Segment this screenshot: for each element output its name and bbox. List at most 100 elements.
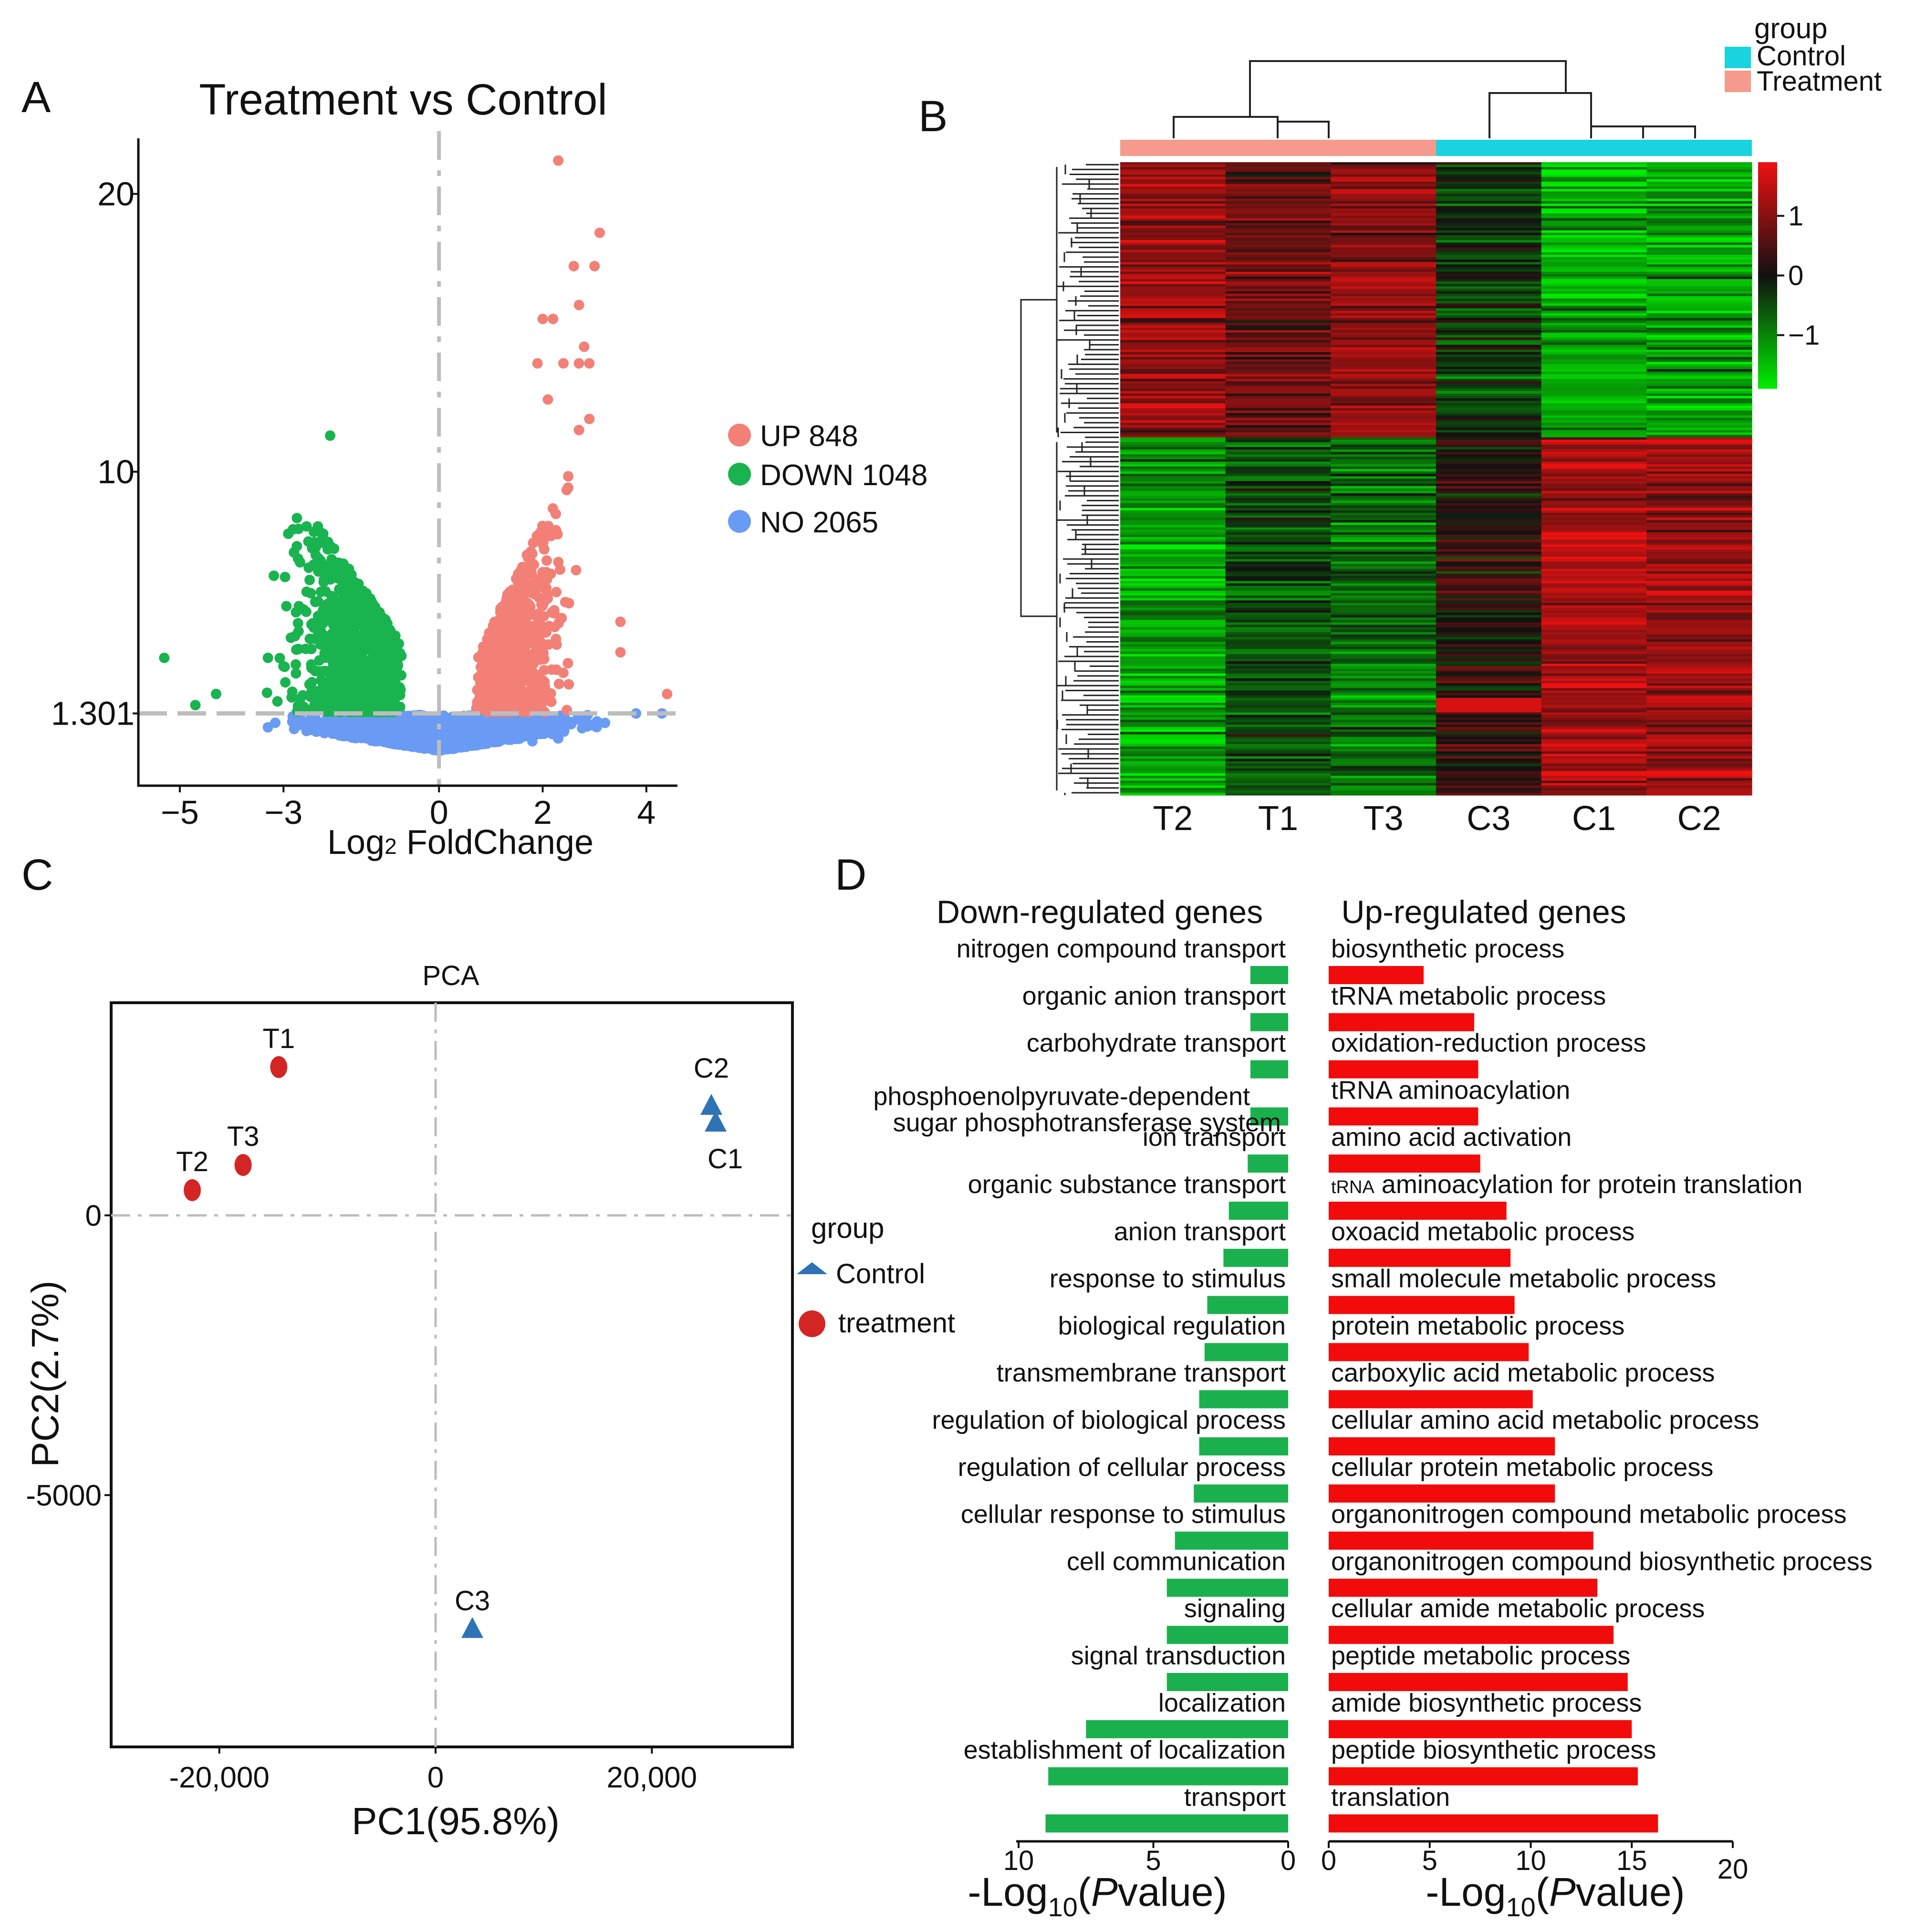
heat-cell-r4-c2 [1331, 172, 1437, 175]
heat-cell-r142-c4 [1541, 508, 1647, 511]
heat-cell-r112-c2 [1331, 435, 1437, 438]
heat-cell-r98-c5 [1646, 401, 1752, 404]
heat-cell-r91-c0 [1120, 384, 1226, 387]
heat-cell-r35-c5 [1646, 247, 1752, 250]
heat-cell-r88-c3 [1436, 376, 1542, 379]
legend-item-no: NO 2065 [728, 506, 878, 539]
heat-cell-r99-c1 [1225, 403, 1331, 406]
heat-cell-r111-c2 [1331, 432, 1437, 436]
heat-cell-r104-c0 [1120, 415, 1226, 418]
heat-cell-r129-c2 [1331, 476, 1437, 479]
heat-cell-r5-c2 [1331, 174, 1437, 177]
heat-cell-r10-c4 [1541, 187, 1647, 189]
heat-cell-r34-c2 [1331, 245, 1437, 248]
heat-cell-r137-c5 [1646, 496, 1752, 499]
heat-cell-r26-c4 [1541, 225, 1647, 229]
heat-cell-r146-c4 [1541, 518, 1647, 520]
heat-cell-r47-c2 [1331, 276, 1437, 280]
heat-cell-r38-c4 [1541, 254, 1647, 258]
heat-cell-r112-c0 [1120, 435, 1226, 438]
heat-cell-r118-c0 [1120, 449, 1226, 452]
volcano-point-up-847 [505, 669, 516, 680]
heat-cell-r119-c3 [1436, 452, 1542, 455]
heat-cell-r72-c5 [1646, 337, 1752, 341]
heat-cell-r13-c1 [1225, 194, 1331, 197]
heat-cell-r100-c2 [1331, 405, 1437, 409]
heat-cell-r101-c5 [1646, 408, 1752, 411]
volcano-point-down-860 [292, 513, 302, 523]
heat-cell-r70-c4 [1541, 332, 1647, 335]
heat-cell-r68-c4 [1541, 328, 1647, 331]
heat-cell-r140-c4 [1541, 503, 1647, 506]
panel-a-letter: A [21, 73, 51, 122]
volcano-point-down-h19 [159, 653, 170, 664]
heat-cell-r8-c3 [1436, 181, 1542, 185]
heat-cell-r103-c4 [1541, 413, 1647, 416]
heat-cell-r103-c0 [1120, 413, 1226, 416]
volcano-legend: UP 848 DOWN 1048 NO 2065 [728, 420, 927, 539]
heat-cell-r144-c0 [1120, 512, 1226, 516]
heat-cell-r5-c1 [1225, 174, 1331, 177]
heat-cell-r10-c3 [1436, 187, 1542, 189]
heat-cell-r105-c0 [1120, 417, 1226, 421]
heat-cell-r37-c4 [1541, 252, 1647, 255]
heat-cell-r130-c0 [1120, 478, 1226, 482]
heat-cell-r147-c4 [1541, 520, 1647, 523]
heat-cell-r138-c4 [1541, 498, 1647, 501]
heat-cell-r75-c3 [1436, 344, 1542, 348]
heat-cell-r85-c3 [1436, 369, 1542, 372]
heat-cell-r56-c1 [1225, 298, 1331, 301]
heat-cell-r64-c4 [1541, 318, 1647, 321]
heat-cell-r70-c3 [1436, 332, 1542, 335]
heat-cell-r75-c4 [1541, 344, 1647, 348]
volcano-point-down-1042 [349, 577, 360, 588]
heat-cell-r122-c0 [1120, 459, 1226, 462]
heat-cell-r108-c3 [1436, 425, 1542, 428]
heat-cell-r31-c3 [1436, 238, 1542, 240]
heat-cell-r130-c1 [1225, 478, 1331, 482]
heat-cell-r130-c2 [1331, 478, 1437, 482]
heat-cell-r11-c5 [1646, 189, 1752, 192]
heat-cell-r26-c2 [1331, 225, 1437, 229]
heat-cell-r38-c0 [1120, 254, 1226, 258]
heat-cell-r26-c0 [1120, 225, 1226, 229]
volcano-point-up-616 [555, 564, 565, 575]
heat-cell-r155-c1 [1225, 540, 1331, 542]
heat-cell-r56-c4 [1541, 298, 1647, 301]
heat-cell-r60-c3 [1436, 308, 1542, 311]
volcano-point-no-1863 [289, 724, 300, 735]
heat-cell-r77-c4 [1541, 350, 1647, 353]
heat-cell-r51-c5 [1646, 286, 1752, 289]
heat-cell-r127-c0 [1120, 471, 1226, 474]
volcano-point-no-1890 [529, 714, 540, 725]
heat-cell-r19-c0 [1120, 208, 1226, 211]
heat-cell-r77-c3 [1436, 350, 1542, 353]
volcano-point-down-9 [281, 601, 292, 612]
heat-cell-r86-c4 [1541, 371, 1647, 374]
heat-cell-r6-c5 [1646, 177, 1752, 180]
heat-cell-r91-c1 [1225, 384, 1331, 387]
heat-cell-r31-c0 [1120, 238, 1226, 240]
heat-cell-r113-c2 [1331, 437, 1437, 440]
heat-cell-r56-c0 [1120, 298, 1226, 301]
heat-cell-r66-c0 [1120, 322, 1226, 326]
heat-cell-r18-c2 [1331, 206, 1437, 209]
heat-cell-r49-c3 [1436, 281, 1542, 284]
heat-cell-r146-c2 [1331, 518, 1437, 520]
heat-cell-r93-c2 [1331, 388, 1437, 392]
heat-cell-r136-c2 [1331, 493, 1437, 496]
heat-cell-r117-c5 [1646, 447, 1752, 450]
volcano-point-up-h11 [584, 358, 595, 369]
heat-cell-r152-c3 [1436, 532, 1542, 535]
heat-cell-r113-c0 [1120, 437, 1226, 440]
heat-cell-r151-c3 [1436, 530, 1542, 533]
heat-cell-r113-c5 [1646, 437, 1752, 440]
heat-cell-r101-c2 [1331, 408, 1437, 411]
heat-cell-r51-c0 [1120, 286, 1226, 289]
heat-cell-r106-c3 [1436, 420, 1542, 423]
heat-cell-r9-c5 [1646, 184, 1752, 187]
heat-cell-r18-c3 [1436, 206, 1542, 209]
heat-cell-r132-c0 [1120, 483, 1226, 487]
volcano-point-up-h10 [573, 358, 584, 369]
heat-cell-r36-c1 [1225, 249, 1331, 253]
